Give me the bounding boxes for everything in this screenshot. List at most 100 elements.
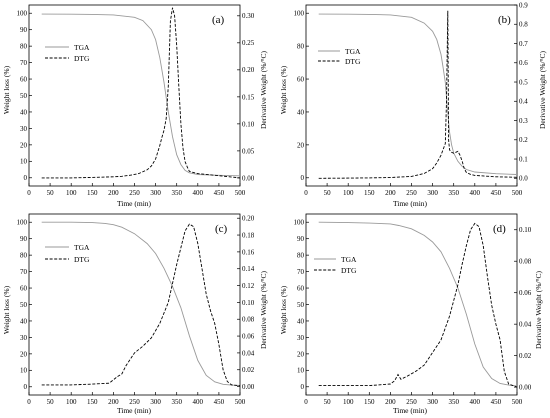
y2-tick-label: 0.6 <box>519 59 528 67</box>
panel-d-label: (d) <box>493 223 506 235</box>
series-tga-line <box>318 13 518 175</box>
x-tick-label: 400 <box>470 189 481 197</box>
series-tga-line <box>41 221 241 386</box>
panel-b-xlabel: Time (min) <box>393 199 428 208</box>
x-tick-label: 300 <box>427 189 438 197</box>
y-tick-label: 40 <box>20 317 28 325</box>
y2-tick-label: 0.06 <box>242 332 255 340</box>
panel-a-xlabel: Time (min) <box>117 199 152 208</box>
y-tick-label: 10 <box>297 367 305 375</box>
y2-tick-label: 0.20 <box>242 215 255 223</box>
x-tick-label: 500 <box>235 189 246 197</box>
y-tick-label: 70 <box>297 268 305 276</box>
y-tick-label: 50 <box>20 92 28 100</box>
y2-tick-label: 0.10 <box>519 226 532 234</box>
x-tick-label: 500 <box>512 189 523 197</box>
x-tick-label: 400 <box>470 398 481 406</box>
panel-b-ylabel: Weight loss (%) <box>279 65 288 114</box>
x-tick-label: 350 <box>448 398 459 406</box>
x-tick-label: 250 <box>406 398 417 406</box>
y-tick-label: 100 <box>294 10 305 18</box>
x-tick-label: 450 <box>491 398 502 406</box>
y2-tick-label: 0.18 <box>242 231 255 239</box>
y-tick-label: 70 <box>20 268 28 276</box>
x-tick-label: 200 <box>108 398 119 406</box>
legend-tga-label: TGA <box>341 255 357 264</box>
panel-d-plot-frame <box>305 213 518 396</box>
x-tick-label: 300 <box>150 189 161 197</box>
y2-tick-label: 0.04 <box>242 349 255 357</box>
panel-d-y2label: Derivative Weight (%/°C) <box>534 270 543 349</box>
y2-tick-label: 0.02 <box>242 366 255 374</box>
x-tick-label: 200 <box>385 398 396 406</box>
legend-tga-label: TGA <box>74 243 90 252</box>
panel-b-plot-frame <box>305 4 518 187</box>
panel-d-legend: TGA DTG <box>314 255 357 275</box>
y2-tick-label: 0.9 <box>519 1 528 9</box>
y2-tick-label: 0.04 <box>519 321 532 329</box>
y2-tick-label: 0.00 <box>242 174 255 182</box>
panel-b-y2label: Derivative Weight (%/°C) <box>538 50 547 129</box>
x-tick-label: 500 <box>512 398 523 406</box>
x-tick-label: 450 <box>491 189 502 197</box>
y2-tick-label: 0.08 <box>519 258 532 266</box>
y-tick-label: 50 <box>20 301 28 309</box>
y2-tick-label: 0.10 <box>242 120 255 128</box>
x-tick-label: 500 <box>235 398 246 406</box>
x-tick-label: 150 <box>364 189 375 197</box>
x-tick-label: 250 <box>129 398 140 406</box>
x-tick-label: 100 <box>66 398 77 406</box>
series-dtg-line <box>318 222 518 388</box>
panel-a-plot-frame <box>28 4 241 187</box>
panel-b-label: (b) <box>498 14 511 26</box>
x-tick-label: 0 <box>27 398 31 406</box>
y2-tick-label: 0.0 <box>519 175 528 183</box>
x-tick-label: 250 <box>406 189 417 197</box>
x-tick-label: 400 <box>193 398 204 406</box>
y-tick-label: 40 <box>297 317 305 325</box>
x-tick-label: 150 <box>87 189 98 197</box>
panel-d-ylabel: Weight loss (%) <box>279 285 288 334</box>
panel-c-label: (c) <box>215 223 228 235</box>
y2-tick-label: 0.06 <box>519 289 532 297</box>
y-tick-label: 80 <box>297 43 305 51</box>
y-tick-label: 10 <box>20 158 28 166</box>
x-tick-label: 50 <box>324 398 332 406</box>
series-dtg-line <box>41 223 241 387</box>
y-tick-label: 40 <box>20 108 28 116</box>
y-tick-label: 40 <box>297 108 305 116</box>
x-tick-label: 200 <box>385 189 396 197</box>
y2-tick-label: 0.00 <box>242 383 255 391</box>
y2-tick-label: 0.10 <box>242 299 255 307</box>
y2-tick-label: 0.02 <box>519 352 532 360</box>
panel-a-label: (a) <box>212 14 225 26</box>
panel-c-legend: TGA DTG <box>45 243 90 264</box>
x-tick-label: 350 <box>171 398 182 406</box>
y2-tick-label: 0.1 <box>519 155 528 163</box>
x-tick-label: 150 <box>87 398 98 406</box>
y-tick-label: 90 <box>20 235 28 243</box>
y-tick-label: 100 <box>294 219 305 227</box>
y2-tick-label: 0.05 <box>242 147 255 155</box>
y-tick-label: 30 <box>297 334 305 342</box>
y-tick-label: 100 <box>17 219 28 227</box>
y2-tick-label: 0.7 <box>519 40 528 48</box>
y2-tick-label: 0.15 <box>242 93 255 101</box>
x-tick-label: 300 <box>427 398 438 406</box>
x-tick-label: 400 <box>193 189 204 197</box>
x-tick-label: 450 <box>214 398 225 406</box>
series-dtg-line <box>41 7 241 179</box>
x-tick-label: 0 <box>27 189 31 197</box>
x-tick-label: 50 <box>47 189 55 197</box>
x-tick-label: 350 <box>448 189 459 197</box>
legend-dtg-label: DTG <box>341 266 357 275</box>
y-tick-label: 90 <box>297 235 305 243</box>
x-tick-label: 50 <box>47 398 55 406</box>
legend-dtg-label: DTG <box>345 57 361 66</box>
legend-dtg-label: DTG <box>74 255 90 264</box>
y2-tick-label: 0.16 <box>242 248 255 256</box>
panel-a-ylabel: Weight loss (%) <box>2 65 11 114</box>
legend-tga-label: TGA <box>74 43 90 52</box>
series-dtg-line <box>318 10 518 179</box>
panel-a: 0 50 100 150 200 250 300 350 400 450 500 0 10 20 30 40 5… <box>2 4 268 208</box>
